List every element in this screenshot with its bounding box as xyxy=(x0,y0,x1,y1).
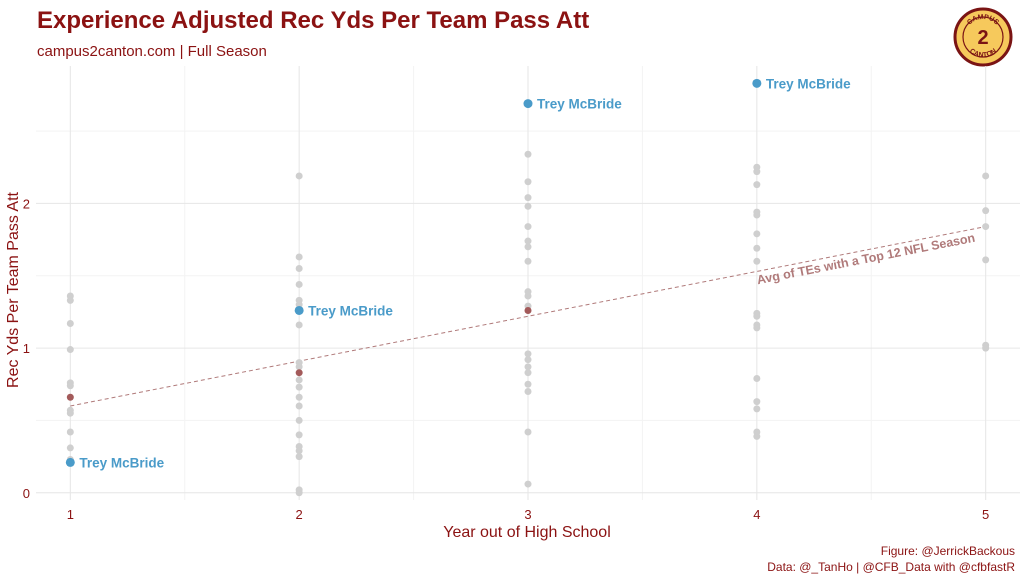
te-point xyxy=(982,256,990,264)
te-point xyxy=(524,257,532,265)
te-point xyxy=(295,253,303,261)
te-point xyxy=(524,178,532,186)
te-point xyxy=(524,380,532,388)
te-point xyxy=(524,194,532,202)
te-point xyxy=(753,405,761,413)
te-point xyxy=(524,150,532,158)
y-tick-label: 0 xyxy=(23,486,30,501)
points-group xyxy=(65,78,990,497)
te-point xyxy=(66,346,74,354)
caption: Figure: @JerrickBackous Data: @_TanHo | … xyxy=(767,543,1015,575)
te-point xyxy=(295,172,303,180)
labels-group: Trey McBride Trey McBride Trey McBride Trey… xyxy=(79,76,851,470)
y-tick-label: 2 xyxy=(23,196,30,211)
te-point xyxy=(295,453,303,461)
caption-line-2: Data: @_TanHo | @CFB_Data with @cfbfastR xyxy=(767,560,1015,574)
te-point xyxy=(753,257,761,265)
te-point xyxy=(524,237,532,245)
te-point xyxy=(982,172,990,180)
trendline xyxy=(70,226,986,407)
te-point xyxy=(295,376,303,384)
te-point xyxy=(524,243,532,251)
te-point xyxy=(524,202,532,210)
te-point xyxy=(753,432,761,440)
axes: 1 2 3 4 5 0 1 2 xyxy=(23,196,990,522)
te-point xyxy=(66,382,74,390)
logo-text-bottom: CANTON xyxy=(968,48,998,59)
trey-mcbride-point xyxy=(523,99,533,109)
svg-text:CANTON: CANTON xyxy=(968,48,998,59)
te-point xyxy=(524,292,532,300)
x-tick-label: 3 xyxy=(524,507,531,522)
te-point xyxy=(982,344,990,352)
campus2canton-logo: CAMPUS CANTON 2 xyxy=(953,7,1013,67)
te-point xyxy=(66,296,74,304)
y-tick-label: 1 xyxy=(23,341,30,356)
te-point xyxy=(982,223,990,231)
te-point xyxy=(295,321,303,329)
te-point xyxy=(524,223,532,231)
te-point xyxy=(524,350,532,358)
te-point xyxy=(753,230,761,238)
x-tick-label: 5 xyxy=(982,507,989,522)
average-point xyxy=(66,393,74,401)
trey-mcbride-label: Trey McBride xyxy=(308,303,393,318)
te-point xyxy=(295,489,303,497)
te-point xyxy=(753,244,761,252)
te-point xyxy=(295,447,303,455)
trey-mcbride-label: Trey McBride xyxy=(79,455,164,470)
te-point xyxy=(753,312,761,320)
te-point xyxy=(66,320,74,328)
te-point xyxy=(295,280,303,288)
te-point xyxy=(295,383,303,391)
average-point xyxy=(295,369,303,377)
x-axis-title: Year out of High School xyxy=(443,524,611,541)
te-point xyxy=(982,207,990,215)
x-tick-label: 2 xyxy=(296,507,303,522)
trey-mcbride-point xyxy=(65,457,75,467)
te-point xyxy=(524,369,532,377)
te-point xyxy=(295,393,303,401)
y-axis-title: Rec Yds Per Team Pass Att xyxy=(5,191,22,388)
te-point xyxy=(524,388,532,395)
te-point xyxy=(66,444,74,452)
grid xyxy=(36,66,1020,500)
caption-line-1: Figure: @JerrickBackous xyxy=(880,544,1015,558)
chart-title: Experience Adjusted Rec Yds Per Team Pas… xyxy=(37,7,590,34)
te-point xyxy=(524,363,532,371)
trey-mcbride-point xyxy=(752,78,762,88)
trey-mcbride-label: Trey McBride xyxy=(537,97,622,112)
te-point xyxy=(753,324,761,332)
te-point xyxy=(295,265,303,273)
te-point xyxy=(753,168,761,176)
x-tick-label: 1 xyxy=(67,507,74,522)
te-point xyxy=(753,398,761,406)
te-point xyxy=(753,211,761,219)
te-point xyxy=(524,356,532,364)
te-point xyxy=(295,416,303,424)
average-point xyxy=(524,306,532,314)
te-point xyxy=(753,374,761,382)
trey-mcbride-point xyxy=(294,305,304,315)
x-tick-label: 4 xyxy=(753,507,760,522)
trey-mcbride-label: Trey McBride xyxy=(766,76,851,91)
te-point xyxy=(753,181,761,189)
te-point xyxy=(524,480,532,488)
logo-mark: 2 xyxy=(977,27,988,49)
te-point xyxy=(295,431,303,439)
te-point xyxy=(66,428,74,436)
chart-subtitle: campus2canton.com | Full Season xyxy=(37,43,267,60)
te-point xyxy=(524,428,532,436)
te-point xyxy=(295,363,303,371)
trendline-label: Avg of TEs with a Top 12 NFL Season xyxy=(756,231,977,287)
te-point xyxy=(66,409,74,417)
te-point xyxy=(295,402,303,410)
